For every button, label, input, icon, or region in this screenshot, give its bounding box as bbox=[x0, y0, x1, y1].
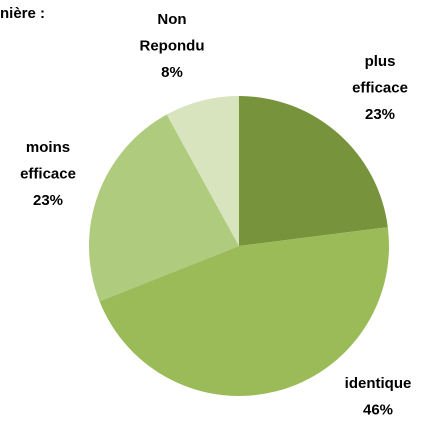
chart-title: nière : bbox=[0, 5, 45, 22]
slice-value-label: 23% bbox=[365, 106, 395, 123]
pie-slice bbox=[239, 96, 388, 246]
pie-slice bbox=[99, 227, 390, 396]
slice-label: identique bbox=[345, 375, 412, 392]
slice-value-label: 46% bbox=[363, 401, 393, 418]
slice-value-label: 23% bbox=[33, 192, 63, 209]
pie-slice bbox=[88, 114, 239, 302]
pie-slice bbox=[166, 96, 239, 246]
slice-value-label: 8% bbox=[161, 64, 183, 81]
slice-label: Non Repondu bbox=[140, 11, 205, 55]
slice-label: moins efficace bbox=[20, 139, 76, 183]
slice-label: plus efficace bbox=[352, 53, 408, 97]
